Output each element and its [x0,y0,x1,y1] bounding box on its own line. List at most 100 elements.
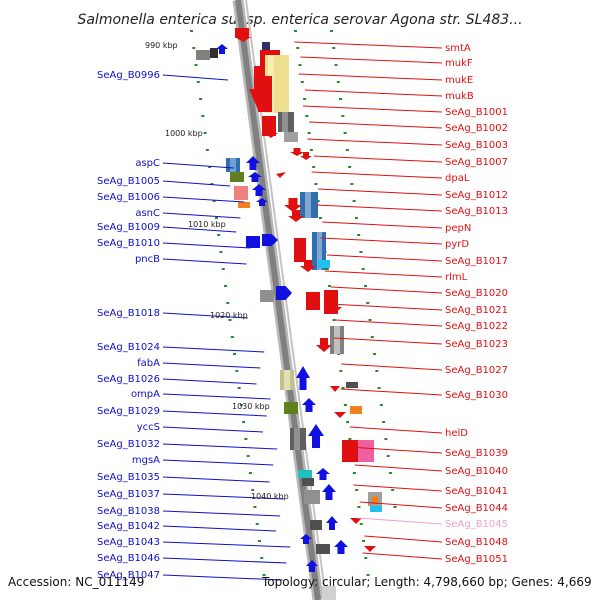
gene-label-right: SeAg_B1002 [309,121,508,134]
gene-label-left: pncB [135,254,247,265]
gene-label-right: SeAg_B1020 [331,286,508,299]
gene-label-right: SeAg_B1022 [335,319,508,332]
gene-features [196,28,382,600]
gene-label-text: pyrD [445,239,469,250]
gene-label-text: aspC [135,158,160,169]
gene-label-right: SeAg_B1012 [317,188,508,201]
gene-label-left: SeAg_B1005 [97,176,231,187]
gene-label-right: helD [349,426,468,439]
gene-label-right: SeAg_B1048 [364,535,508,548]
gene-label-right: SeAg_B1027 [341,363,508,376]
gene-label-text: SeAg_B1024 [97,342,160,353]
scale-tick-label: 1040 kbp [251,492,289,501]
gene-label-right: SeAg_B1040 [354,464,508,477]
gene-label-text: SeAg_B1029 [97,406,160,417]
gene-label-right: SeAg_B1051 [362,552,508,565]
gene-label-text: SeAg_B1007 [445,157,508,168]
gene-label-right: SeAg_B1013 [316,204,508,217]
gene-label-left: ompA [131,389,271,400]
gene-label-text: SeAg_B0996 [97,70,160,81]
gene-label-text: SeAg_B1035 [97,472,160,483]
gene-label-left: fabA [137,358,261,369]
gene-label-left: SeAg_B1024 [97,342,265,353]
gene-label-right: SeAg_B1017 [326,254,508,267]
gene-label-text: SeAg_B1001 [445,107,508,118]
gene-label-text: SeAg_B1017 [445,256,508,267]
gene-label-text: mukF [445,58,473,69]
accession-text: Accession: NC_011149 [8,575,144,589]
gene-label-text: SeAg_B1012 [445,190,508,201]
right-gene-labels: smtA mukF mukE mukB SeAg_B1001 SeAg_B1002 SeAg… [294,41,508,565]
gene-label-text: SeAg_B1044 [445,503,508,514]
gene-label-left: aspC [135,158,234,169]
scale-tick-label: 1000 kbp [165,129,203,138]
gene-label-right: SeAg_B1001 [302,105,508,118]
gene-label-left: SeAg_B1018 [97,308,248,319]
tick-marks [190,30,397,576]
gene-label-text: SeAg_B1048 [445,537,508,548]
gene-label-right: SeAg_B1045 [357,517,508,530]
gene-label-left: SeAg_B1010 [97,238,251,249]
gene-label-text: SeAg_B1013 [445,206,508,217]
gene-label-right: SeAg_B1023 [333,337,508,350]
left-gene-labels: SeAg_B0996 aspC SeAg_B1005 SeAg_B1006 asnC Se… [97,70,291,581]
gene-label-text: SeAg_B1038 [97,506,160,517]
gene-label-right: pepN [322,221,471,234]
gene-label-left: SeAg_B1029 [97,406,267,417]
gene-label-text: rlmL [445,272,468,283]
scale-tick-label: 1020 kbp [210,311,248,320]
gene-label-left: SeAg_B1038 [97,506,281,517]
gene-label-text: SeAg_B1046 [97,553,160,564]
gene-label-text: fabA [137,358,160,369]
gene-label-text: mukB [445,91,474,102]
gene-label-left: SeAg_B0996 [97,70,229,81]
gene-label-left: SeAg_B1047 [97,570,283,581]
gene-label-text: SeAg_B1002 [445,123,508,134]
gene-label-text: SeAg_B1009 [97,222,160,233]
gene-label-text: SeAg_B1045 [445,519,508,530]
gene-label-right: SeAg_B1007 [313,155,508,168]
gene-label-text: helD [445,428,468,439]
gene-label-text: mgsA [132,455,160,466]
gene-label-text: SeAg_B1051 [445,554,508,565]
gene-label-right: dpaL [311,171,470,184]
gene-label-text: SeAg_B1047 [97,570,160,581]
gene-label-text: SeAg_B1005 [97,176,160,187]
gene-label-right: rlmL [324,270,468,283]
page-title: Salmonella enterica subsp. enterica sero… [77,12,522,28]
gene-label-text: yccS [137,422,160,433]
scale-ticks: 990 kbp 1000 kbp 1010 kbp 1020 kbp 1030 kbp 1… [145,41,289,501]
gene-label-left: asnC [135,208,241,219]
gene-label-text: SeAg_B1021 [445,305,508,316]
scale-tick-label: 1030 kbp [232,402,270,411]
gene-label-text: SeAg_B1006 [97,192,160,203]
gene-label-text: smtA [445,43,471,54]
gene-label-left: SeAg_B1006 [97,192,245,203]
scale-tick-label: 990 kbp [145,41,178,50]
gene-label-right: SeAg_B1041 [353,484,508,497]
gene-label-text: SeAg_B1010 [97,238,160,249]
gene-label-text: SeAg_B1037 [97,489,160,500]
gene-label-left: SeAg_B1042 [97,521,277,532]
gene-label-text: pepN [445,223,471,234]
gene-label-left: SeAg_B1026 [97,374,257,385]
gene-label-text: SeAg_B1027 [445,365,508,376]
gene-label-right: SeAg_B1039 [348,446,508,459]
gene-label-text: SeAg_B1030 [445,390,508,401]
gene-label-text: SeAg_B1042 [97,521,160,532]
gene-label-right: SeAg_B1003 [307,138,508,151]
gene-label-right: pyrD [320,237,469,250]
gene-label-text: pncB [135,254,160,265]
gene-label-text: SeAg_B1003 [445,140,508,151]
gene-label-left: SeAg_B1043 [97,537,291,548]
gene-label-text: SeAg_B1022 [445,321,508,332]
gene-label-left: SeAg_B1009 [97,222,237,233]
gene-label-text: SeAg_B1039 [445,448,508,459]
gene-label-left: mgsA [132,455,274,466]
gene-label-text: SeAg_B1040 [445,466,508,477]
gene-label-right: SeAg_B1021 [329,303,508,316]
gene-label-text: asnC [135,208,160,219]
gene-label-left: SeAg_B1037 [97,489,284,500]
gene-label-text: SeAg_B1043 [97,537,160,548]
gene-label-text: SeAg_B1018 [97,308,160,319]
